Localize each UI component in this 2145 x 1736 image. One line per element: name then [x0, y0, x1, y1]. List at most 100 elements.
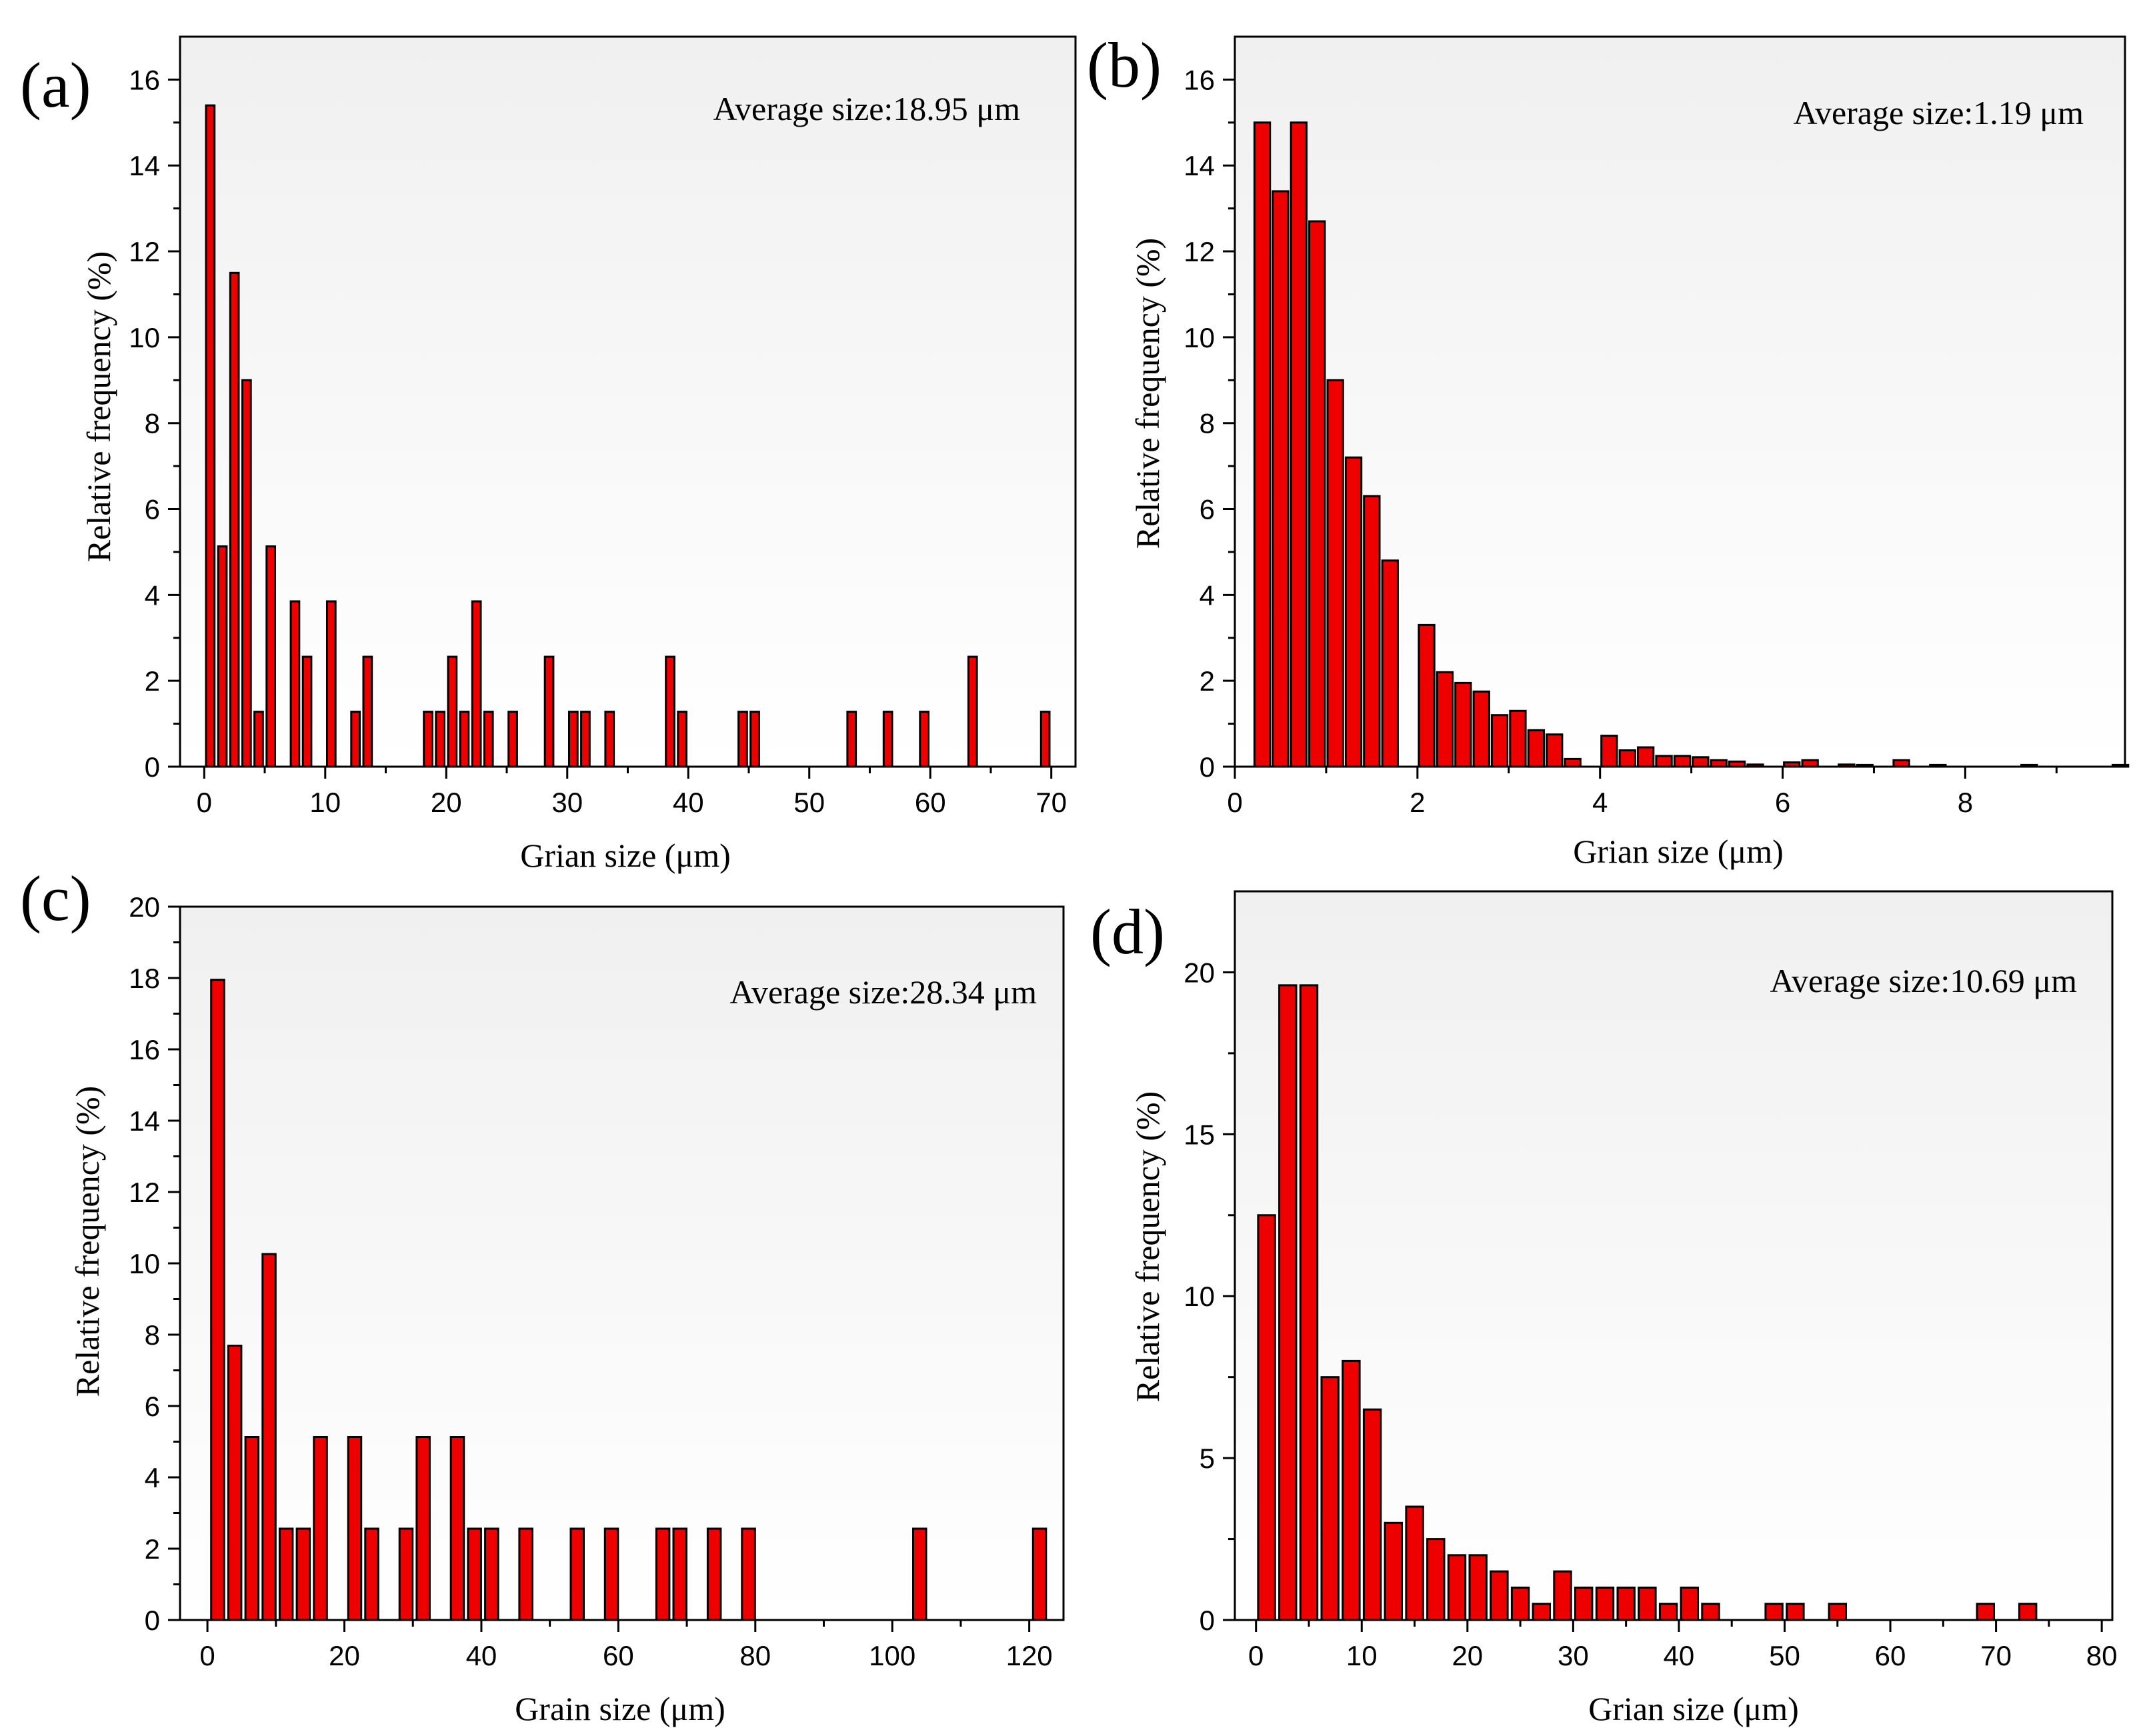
bar-d-12	[1510, 1586, 1530, 1621]
bar-d-9	[1447, 1554, 1467, 1621]
bar-a-5	[265, 545, 276, 768]
bar-c-12	[467, 1527, 482, 1621]
bar-a-7	[301, 655, 313, 768]
bar-d-11	[1490, 1570, 1509, 1621]
y-tick-label-c-7: 14	[129, 1105, 160, 1137]
bar-d-22	[1764, 1603, 1784, 1621]
bar-b-16	[1564, 757, 1582, 768]
y-tick-label-c-9: 18	[129, 963, 160, 994]
bar-a-14	[459, 711, 470, 768]
x-tick-label-c-0: 0	[199, 1640, 215, 1671]
y-tick-label-b-0: 0	[1200, 751, 1215, 783]
bar-a-27	[882, 711, 893, 768]
bar-c-16	[603, 1527, 619, 1621]
x-tick-label-d-6: 60	[1875, 1640, 1906, 1671]
y-tick-label-c-2: 4	[145, 1462, 160, 1493]
bar-d-5	[1362, 1408, 1382, 1621]
bar-b-18	[1618, 749, 1636, 768]
bar-a-0	[205, 104, 216, 768]
bar-b-2	[1290, 121, 1308, 768]
x-tick-label-a-3: 30	[551, 787, 583, 818]
plot-area-c	[180, 907, 1063, 1620]
bar-a-26	[846, 711, 857, 768]
y-tick-label-c-6: 12	[129, 1177, 160, 1208]
bar-b-9	[1436, 671, 1454, 768]
y-tick-label-d-3: 15	[1184, 1119, 1215, 1150]
bar-a-22	[665, 655, 675, 768]
bar-a-17	[507, 711, 518, 768]
bar-d-15	[1574, 1586, 1594, 1621]
bar-c-4	[278, 1527, 294, 1621]
bar-b-13	[1509, 709, 1527, 768]
bar-b-8	[1418, 623, 1436, 768]
y-tick-label-b-8: 16	[1184, 64, 1215, 95]
y-tick-label-a-2: 4	[145, 579, 160, 611]
bar-c-20	[741, 1527, 756, 1621]
x-tick-label-c-1: 20	[329, 1640, 360, 1671]
y-tick-label-c-1: 2	[145, 1533, 160, 1565]
bar-a-3	[241, 379, 252, 768]
panel-label-c: (c)	[20, 863, 91, 934]
bar-d-16	[1595, 1586, 1615, 1621]
x-tick-label-a-4: 40	[673, 787, 704, 818]
bar-a-24	[737, 711, 748, 768]
bar-b-7	[1381, 559, 1399, 768]
y-tick-label-c-5: 10	[129, 1248, 160, 1279]
x-tick-label-d-3: 30	[1558, 1640, 1589, 1671]
bar-c-1	[227, 1345, 243, 1621]
x-tick-label-c-5: 100	[869, 1640, 915, 1671]
bar-d-14	[1553, 1570, 1572, 1621]
bar-b-15	[1546, 733, 1564, 768]
y-tick-label-b-4: 8	[1200, 408, 1215, 439]
panel-label-b: (b)	[1087, 29, 1162, 101]
bar-b-5	[1344, 456, 1363, 768]
x-tick-label-d-5: 50	[1769, 1640, 1800, 1671]
bar-b-4	[1326, 379, 1344, 768]
bar-b-10	[1454, 681, 1472, 768]
bar-c-11	[449, 1436, 465, 1621]
bar-a-2	[229, 271, 240, 768]
bar-b-12	[1490, 714, 1509, 768]
bar-d-17	[1616, 1586, 1636, 1621]
average-size-annotation-c: Average size:28.34 μm	[730, 973, 1037, 1011]
bar-c-13	[484, 1527, 499, 1621]
x-tick-label-c-2: 40	[466, 1640, 497, 1671]
plot-area-a	[180, 37, 1076, 767]
bar-a-18	[543, 655, 555, 768]
y-tick-label-c-3: 6	[145, 1391, 160, 1422]
bar-d-13	[1532, 1603, 1552, 1621]
bar-b-22	[1692, 756, 1710, 768]
bar-d-19	[1658, 1603, 1678, 1621]
y-axis-title-c: Relative frequency (%)	[69, 1086, 106, 1397]
x-tick-label-d-0: 0	[1248, 1640, 1264, 1671]
bar-d-8	[1426, 1538, 1446, 1621]
x-tick-label-a-5: 50	[793, 787, 825, 818]
average-size-annotation-d: Average size:10.69 μm	[1770, 962, 2078, 999]
y-axis-title-a: Relative frequency (%)	[80, 251, 117, 562]
y-tick-label-c-10: 20	[129, 891, 160, 923]
x-axis-title-b: Grian size (μm)	[1573, 833, 1784, 870]
x-axis-title-c: Grain size (μm)	[515, 1690, 725, 1727]
bar-d-2	[1299, 984, 1319, 1621]
y-tick-label-b-7: 14	[1184, 150, 1215, 181]
y-tick-label-a-4: 8	[145, 408, 160, 439]
bar-c-5	[295, 1527, 311, 1621]
bar-d-4	[1342, 1359, 1361, 1621]
bar-c-9	[398, 1527, 414, 1621]
bar-b-19	[1637, 746, 1655, 768]
y-tick-label-b-3: 6	[1200, 494, 1215, 525]
bar-a-23	[677, 711, 687, 768]
bar-b-20	[1655, 755, 1673, 768]
x-axis-title-d: Grian size (μm)	[1588, 1690, 1799, 1727]
bar-d-18	[1638, 1586, 1657, 1621]
bar-a-13	[447, 655, 458, 768]
bar-a-28	[919, 711, 930, 768]
bar-c-0	[210, 979, 225, 1621]
bar-c-19	[706, 1527, 722, 1621]
bar-a-19	[568, 711, 579, 768]
bar-d-0	[1257, 1214, 1276, 1621]
bar-b-21	[1673, 755, 1692, 768]
panel-c: (c) Average size:28.34 μm Grain size (μm…	[20, 863, 1065, 1727]
panel-b: (b) Average size:1.19 μm Grian size (μm)…	[1087, 29, 2130, 870]
